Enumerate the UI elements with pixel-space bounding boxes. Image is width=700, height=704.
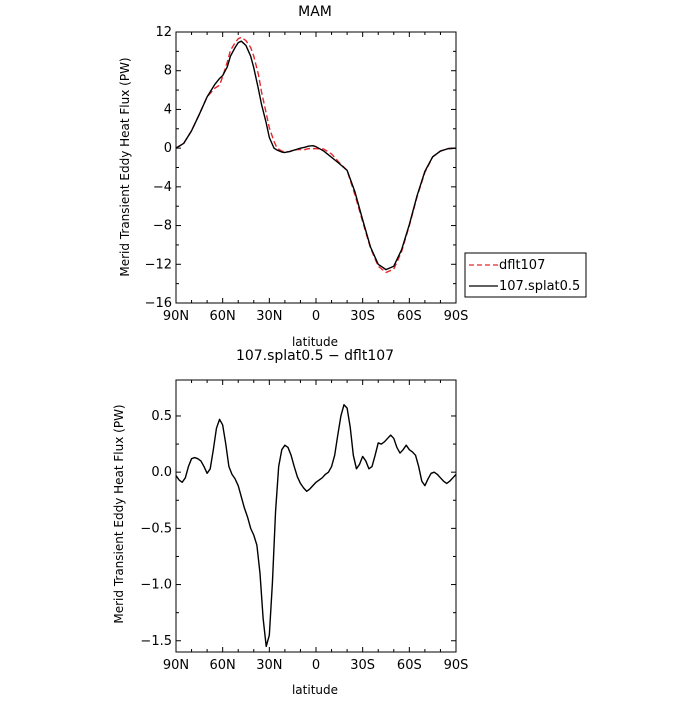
legend: dflt107 107.splat0.5 <box>464 252 587 298</box>
bottom-panel-x-tick-label: 90N <box>163 658 189 673</box>
bottom-panel-y-tick-label: −1.5 <box>140 634 172 649</box>
top-panel-plot-frame <box>175 31 457 304</box>
top-panel-y-tick-label: −8 <box>153 219 172 234</box>
top-panel-y-tick-label: 8 <box>164 64 172 79</box>
top-panel-y-tick-label: −12 <box>145 257 172 272</box>
bottom-panel-x-tick-label: 30N <box>256 658 282 673</box>
top-panel-x-tick-label: 30S <box>350 309 375 324</box>
top-panel-x-tick-label: 0 <box>312 309 320 324</box>
top-panel-y-tick-label: 12 <box>155 25 172 40</box>
bottom-panel-y-tick-label: 0.0 <box>151 465 172 480</box>
bottom-panel-x-tick-label: 60N <box>210 658 236 673</box>
bottom-panel-x-tick-label: 90S <box>444 658 469 673</box>
bottom-panel-x-axis-label: latitude <box>292 683 338 697</box>
bottom-panel-x-tick-label: 0 <box>312 658 320 673</box>
top-panel-title: MAM <box>298 4 332 20</box>
top-panel-y-tick-label: −4 <box>153 180 172 195</box>
bottom-panel-x-tick-label: 60S <box>397 658 422 673</box>
bottom-panel-y-tick-label: −0.5 <box>140 521 172 536</box>
bottom-panel-y-tick-label: −1.0 <box>140 578 172 593</box>
legend-label-splat: 107.splat0.5 <box>499 279 580 294</box>
bottom-panel: 107.splat0.5 − dflt107 90N 60N 30N 0 30S 60S 9… <box>112 348 468 697</box>
top-panel-x-tick-label: 90N <box>163 309 189 324</box>
top-panel-series-line-0 <box>175 36 457 274</box>
top-panel-x-tick-label: 60N <box>210 309 236 324</box>
top-panel-y-tick-label: 0 <box>164 141 172 156</box>
legend-box <box>464 252 587 298</box>
legend-label-dflt107: dflt107 <box>499 258 545 273</box>
bottom-panel-y-axis-label: Merid Transient Eddy Heat Flux (PW) <box>112 404 126 623</box>
top-panel-x-axis-label: latitude <box>292 335 338 349</box>
bottom-panel-series-layer <box>175 404 457 648</box>
top-panel-x-tick-label: 60S <box>397 309 422 324</box>
top-panel-x-tick-label: 30N <box>256 309 282 324</box>
bottom-panel-series-line-0 <box>175 404 457 648</box>
top-panel-axes: 90N 60N 30N 0 30S 60S 90S 12 8 4 0 −4 −8 −12 −16 <box>145 25 469 324</box>
top-panel: MAM 90N 60N 30N 0 30S 60S 90S 12 8 4 0 −4 −8 −12 −16 M… <box>118 4 587 349</box>
top-panel-y-tick-label: −16 <box>145 296 172 311</box>
top-panel-series-layer <box>175 36 457 274</box>
bottom-panel-y-tick-label: 0.5 <box>151 409 172 424</box>
bottom-panel-title: 107.splat0.5 − dflt107 <box>236 348 394 364</box>
top-panel-series-line-1 <box>175 40 457 271</box>
top-panel-y-axis-label: Merid Transient Eddy Heat Flux (PW) <box>118 57 132 276</box>
bottom-panel-plot-frame <box>175 379 457 653</box>
bottom-panel-x-tick-label: 30S <box>350 658 375 673</box>
bottom-panel-axes: 90N 60N 30N 0 30S 60S 90S 0.5 0.0 −0.5 −1.0 −1.5 <box>140 379 469 673</box>
top-panel-y-tick-label: 4 <box>164 102 172 117</box>
top-panel-x-tick-label: 90S <box>444 309 469 324</box>
